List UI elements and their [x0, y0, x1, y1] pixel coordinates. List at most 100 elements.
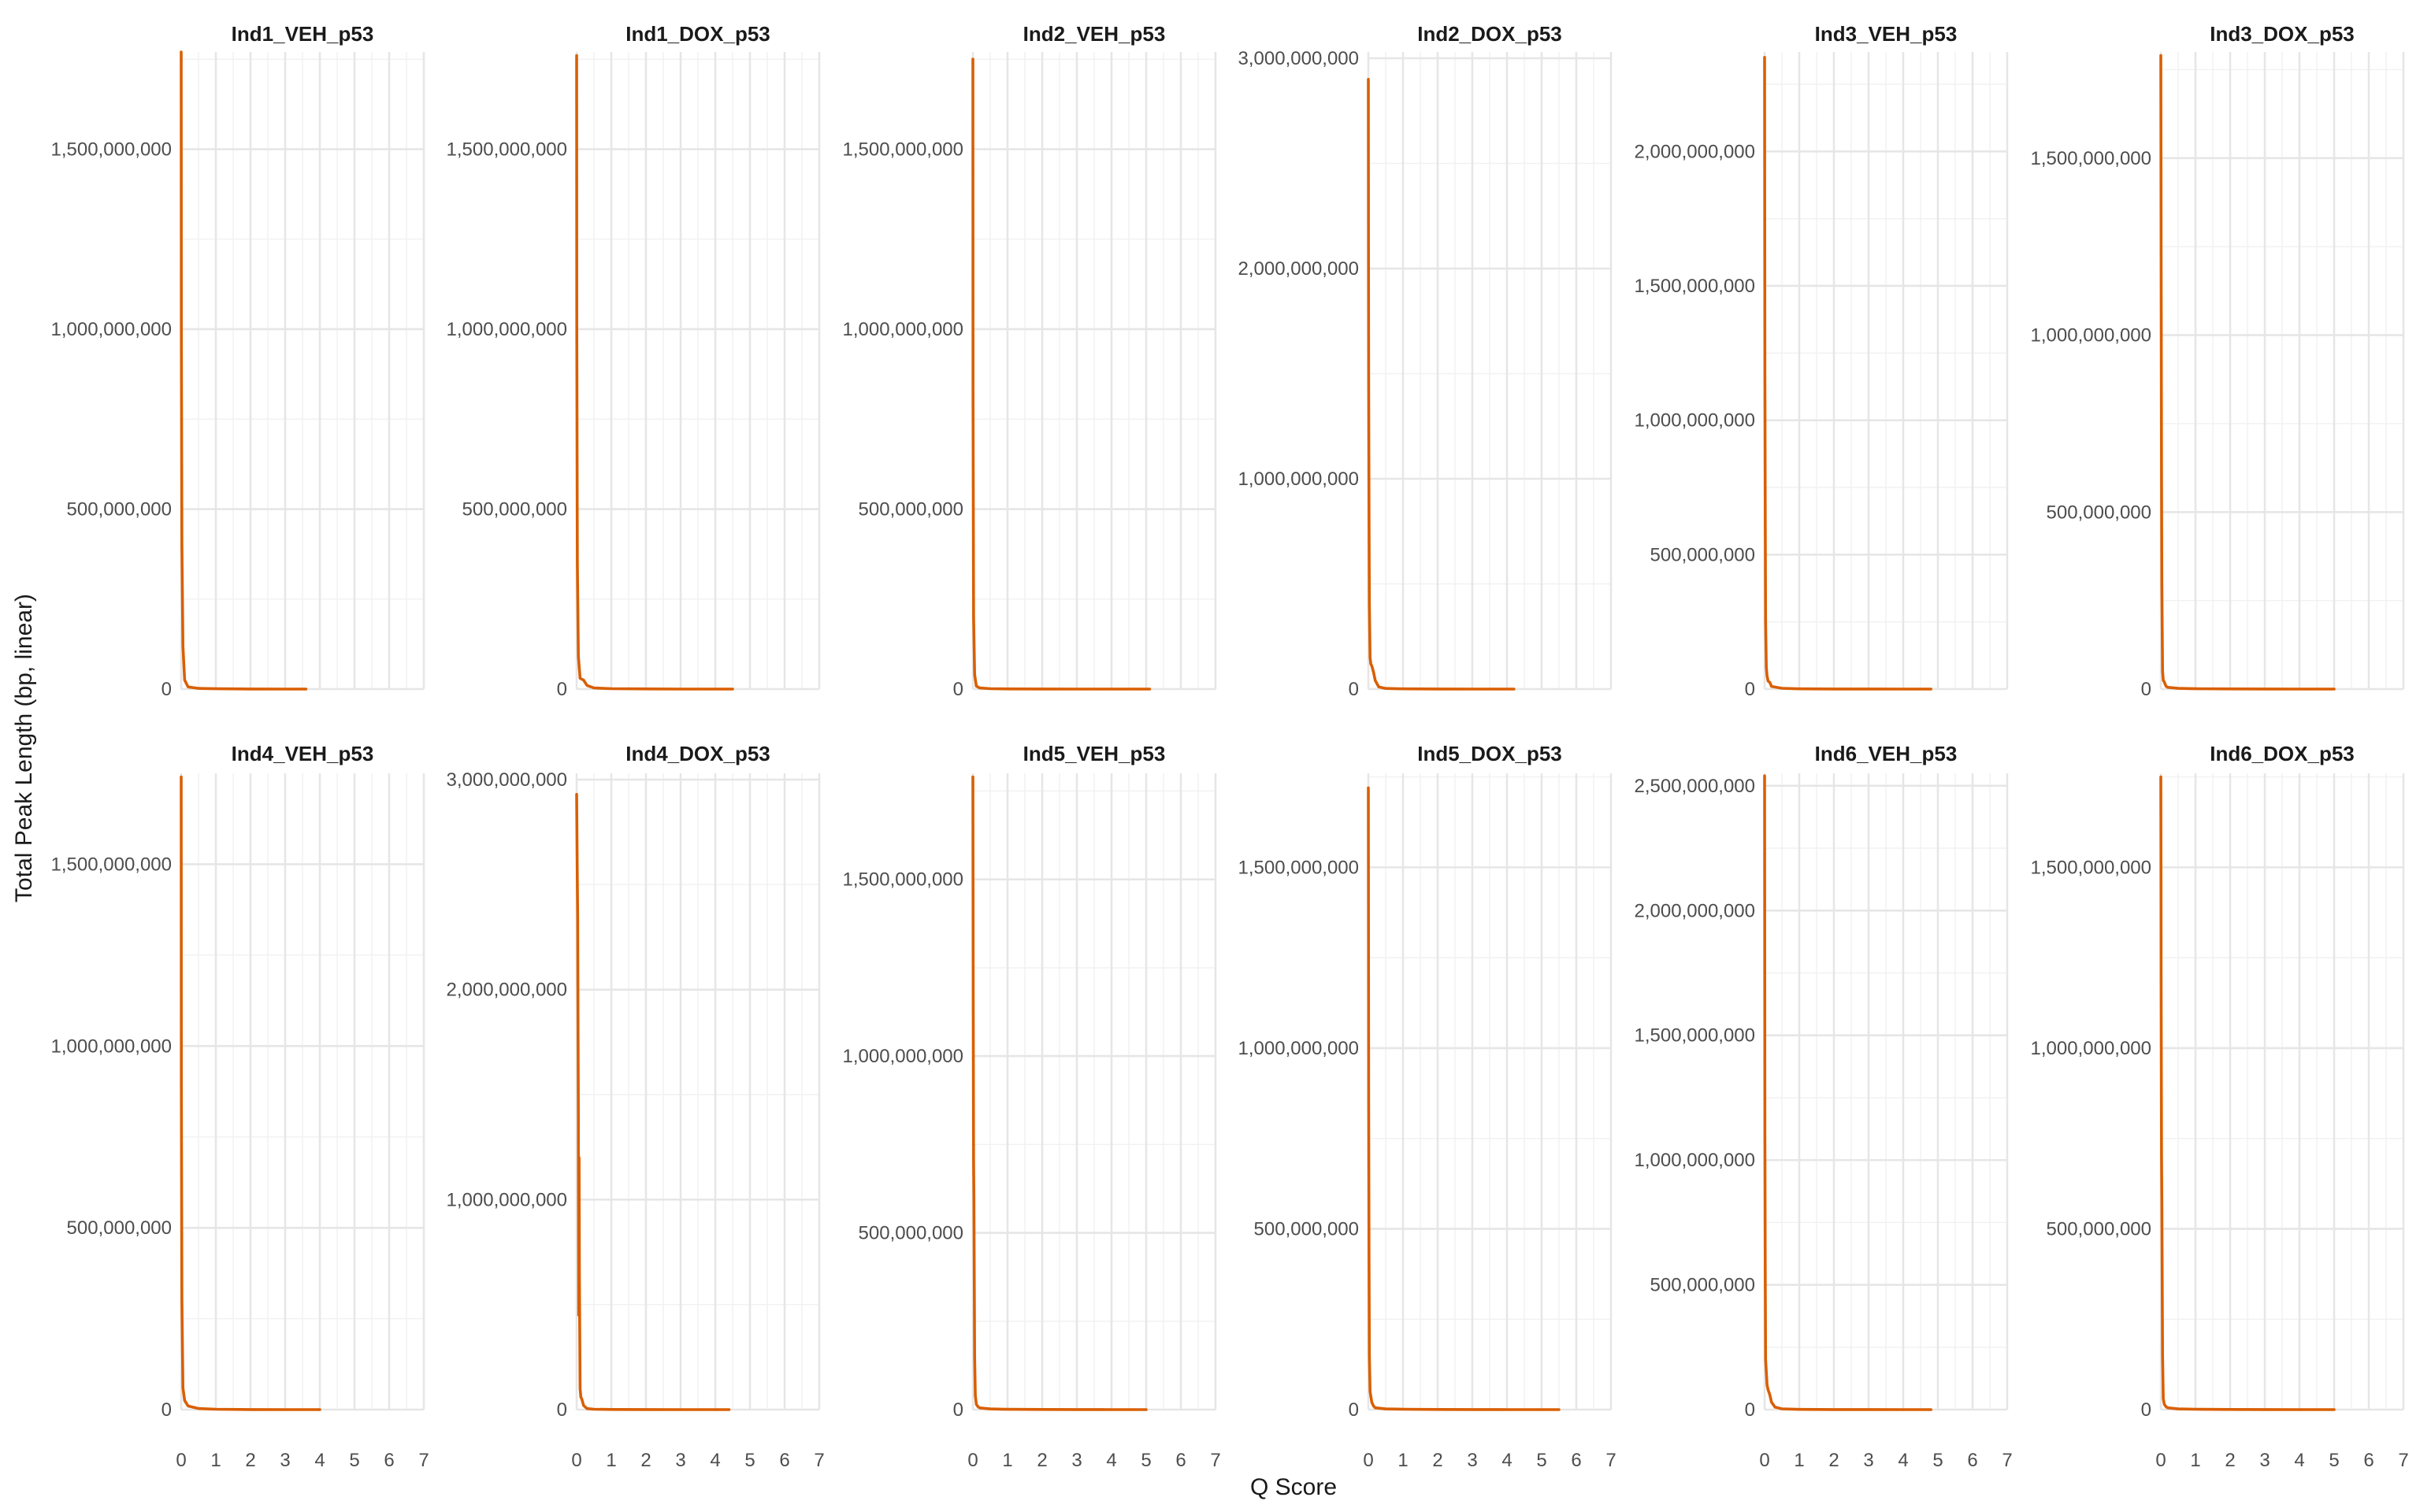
panel-Ind4_VEH_p53: 0 500,000,000 1,000,000,000 1,500,000,000 0 1… [51, 742, 429, 1471]
series-line [971, 57, 1152, 691]
panel-title: Ind6_DOX_p53 [2210, 742, 2355, 765]
x-tick-label: 0 [967, 1450, 978, 1471]
x-tick-label: 1 [210, 1450, 221, 1471]
x-tick-label: 5 [1536, 1450, 1546, 1471]
x-tick-label: 5 [744, 1450, 755, 1471]
x-tick-label: 4 [710, 1450, 720, 1471]
y-tick-label: 1,500,000,000 [843, 139, 963, 160]
x-tick-label: 7 [1210, 1450, 1220, 1471]
y-tick-label: 1,500,000,000 [51, 139, 172, 160]
x-tick-label: 7 [2002, 1450, 2012, 1471]
y-tick-label: 0 [161, 679, 172, 700]
x-tick-label: 1 [606, 1450, 616, 1471]
y-tick-label: 3,000,000,000 [1238, 48, 1359, 69]
series-line [575, 792, 731, 1411]
panel-title: Ind2_DOX_p53 [1417, 22, 1562, 46]
x-tick-label: 4 [2294, 1450, 2304, 1471]
y-tick-label: 0 [557, 1399, 567, 1421]
y-tick-label: 2,000,000,000 [1238, 258, 1359, 280]
x-tick-label: 5 [1141, 1450, 1151, 1471]
x-tick-label: 6 [1175, 1450, 1186, 1471]
x-tick-label: 1 [1002, 1450, 1012, 1471]
x-tick-label: 6 [1571, 1450, 1581, 1471]
y-tick-label: 0 [953, 1399, 963, 1421]
panel-Ind6_DOX_p53: 0 500,000,000 1,000,000,000 1,500,000,000 0 1… [2031, 742, 2409, 1471]
panel-Ind1_DOX_p53: 0 500,000,000 1,000,000,000 1,500,000,000 In… [447, 22, 821, 700]
y-tick-label: 0 [2141, 679, 2151, 700]
y-tick-label: 1,500,000,000 [1238, 857, 1359, 878]
y-tick-label: 500,000,000 [859, 1223, 963, 1244]
y-tick-label: 500,000,000 [2047, 502, 2151, 523]
x-tick-label: 7 [814, 1450, 824, 1471]
x-tick-label: 5 [1932, 1450, 1943, 1471]
y-tick-label: 500,000,000 [67, 1217, 172, 1239]
x-tick-label: 3 [675, 1450, 685, 1471]
panel-title: Ind5_VEH_p53 [1023, 742, 1166, 765]
y-tick-label: 1,500,000,000 [51, 854, 172, 875]
x-tick-label: 4 [1501, 1450, 1512, 1471]
panel-title: Ind1_DOX_p53 [625, 22, 770, 46]
y-tick-label: 0 [2141, 1399, 2151, 1421]
series-line [180, 775, 321, 1411]
x-tick-label: 2 [1432, 1450, 1442, 1471]
y-tick-label: 1,000,000,000 [1635, 410, 1755, 432]
panel-Ind2_VEH_p53: 0 500,000,000 1,000,000,000 1,500,000,000 In… [843, 22, 1217, 700]
y-tick-label: 500,000,000 [2047, 1218, 2151, 1240]
series-line [1367, 786, 1561, 1411]
y-tick-label: 1,500,000,000 [2031, 148, 2151, 169]
x-tick-label: 0 [176, 1450, 186, 1471]
y-tick-label: 2,500,000,000 [1635, 776, 1755, 797]
panel-Ind1_VEH_p53: 0 500,000,000 1,000,000,000 1,500,000,000 In… [51, 22, 425, 700]
x-tick-label: 3 [1071, 1450, 1082, 1471]
y-tick-label: 500,000,000 [1650, 544, 1755, 565]
x-tick-label: 5 [2329, 1450, 2339, 1471]
y-tick-label: 500,000,000 [1650, 1275, 1755, 1296]
y-tick-label: 1,000,000,000 [1635, 1150, 1755, 1171]
panel-Ind5_DOX_p53: 0 500,000,000 1,000,000,000 1,500,000,000 0 1… [1238, 742, 1616, 1471]
y-tick-label: 500,000,000 [1254, 1218, 1359, 1240]
x-tick-label: 6 [384, 1450, 394, 1471]
x-tick-label: 0 [1759, 1450, 1769, 1471]
x-tick-label: 6 [1967, 1450, 1977, 1471]
y-tick-label: 1,000,000,000 [843, 1046, 963, 1067]
y-tick-label: 1,000,000,000 [51, 1036, 172, 1057]
panel-title: Ind4_VEH_p53 [232, 742, 374, 765]
panel-Ind3_DOX_p53: 0 500,000,000 1,000,000,000 1,500,000,000 In… [2031, 22, 2405, 700]
series-line [2159, 54, 2336, 691]
panel-Ind2_DOX_p53: 0 1,000,000,000 2,000,000,000 3,000,000,000… [1238, 22, 1613, 700]
panel-Ind3_VEH_p53: 0 500,000,000 1,000,000,000 1,500,000,000 2,… [1635, 22, 2009, 700]
panel-Ind5_VEH_p53: 0 500,000,000 1,000,000,000 1,500,000,000 0 1… [843, 742, 1221, 1471]
y-tick-label: 2,000,000,000 [1635, 900, 1755, 921]
x-tick-label: 1 [1794, 1450, 1804, 1471]
panel-title: Ind6_VEH_p53 [1815, 742, 1958, 765]
y-tick-label: 500,000,000 [859, 498, 963, 520]
y-tick-label: 0 [1745, 1399, 1755, 1421]
x-tick-label: 1 [1397, 1450, 1408, 1471]
x-tick-label: 0 [1363, 1450, 1373, 1471]
x-tick-label: 4 [314, 1450, 325, 1471]
x-tick-label: 1 [2190, 1450, 2200, 1471]
y-tick-label: 0 [1349, 1399, 1359, 1421]
y-tick-label: 1,500,000,000 [447, 139, 567, 160]
x-tick-label: 3 [280, 1450, 290, 1471]
y-tick-label: 1,500,000,000 [2031, 857, 2151, 878]
y-tick-label: 0 [1745, 679, 1755, 700]
y-tick-label: 1,000,000,000 [447, 1189, 567, 1210]
x-tick-label: 6 [779, 1450, 789, 1471]
series-line [1763, 56, 1932, 691]
y-tick-label: 0 [953, 679, 963, 700]
x-tick-label: 2 [1037, 1450, 1047, 1471]
series-line [575, 54, 734, 691]
x-tick-label: 3 [2259, 1450, 2270, 1471]
y-tick-label: 1,000,000,000 [2031, 325, 2151, 346]
y-tick-label: 0 [557, 679, 567, 700]
y-tick-label: 1,500,000,000 [1635, 1025, 1755, 1047]
y-tick-label: 1,000,000,000 [447, 319, 567, 340]
y-tick-label: 0 [161, 1399, 172, 1421]
panel-title: Ind2_VEH_p53 [1023, 22, 1166, 46]
panel-Ind4_DOX_p53: 0 1,000,000,000 2,000,000,000 3,000,000,000… [447, 742, 825, 1471]
series-line [180, 50, 308, 691]
x-tick-label: 0 [2155, 1450, 2166, 1471]
x-tick-label: 6 [2363, 1450, 2374, 1471]
